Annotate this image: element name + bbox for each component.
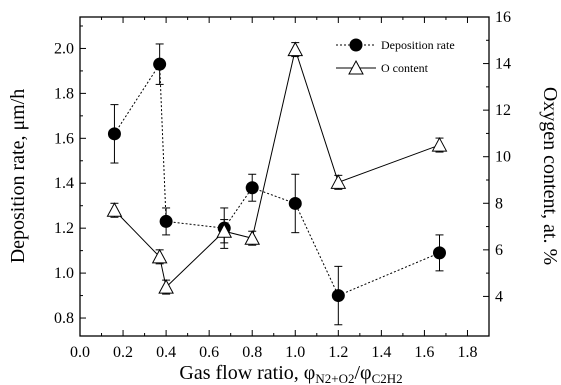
- data-point-deposition-rate: [245, 181, 259, 195]
- x-axis-title-mid: /φ: [354, 362, 371, 384]
- data-point-o-content: [287, 41, 304, 57]
- y-left-axis-title: Deposition rate, μm/h: [7, 89, 29, 264]
- data-point-deposition-rate: [153, 57, 167, 71]
- plot-frame: [79, 16, 490, 337]
- x-tick-label: 0.8: [242, 344, 262, 361]
- x-tick-label: 1.8: [457, 344, 477, 361]
- data-point-deposition-rate: [432, 246, 446, 260]
- x-axis-title-sub2: C2H2: [372, 371, 403, 385]
- legend-marker-o-content: [348, 59, 364, 75]
- y-left-tick-label: 1.6: [54, 130, 74, 147]
- y-right-tick-label: 8: [495, 195, 503, 212]
- x-tick-label: 1.4: [371, 344, 391, 361]
- y-left-tick-label: 0.8: [54, 310, 74, 327]
- y-right-tick-label: 16: [495, 9, 511, 26]
- x-tick-label: 0.0: [70, 344, 90, 361]
- y-left-tick-label: 1.2: [54, 220, 74, 237]
- legend: Deposition rate O content: [336, 38, 455, 75]
- y-right-axis-title: Oxygen content, at. %: [539, 87, 561, 265]
- x-tick-label: 0.2: [113, 344, 133, 361]
- y-right-tick-label: 10: [495, 149, 511, 166]
- y-right-tick-label: 4: [495, 288, 503, 305]
- data-point-deposition-rate: [288, 196, 302, 210]
- y-right-tick-label: 12: [495, 102, 511, 119]
- x-tick-label: 0.4: [156, 344, 176, 361]
- x-axis-title-sub1: N2+O2: [315, 371, 354, 385]
- series-line-o-content: [114, 47, 440, 289]
- ticks-layer: 0.0 0.2 0.4 0.6 0.8 1.0 1.2 1.4 1.6 1.8 0.8 1.0 1.2 1…: [54, 9, 511, 361]
- x-tick-label: 1.2: [328, 344, 348, 361]
- y-left-tick-label: 1.8: [54, 85, 74, 102]
- x-axis-title-main: Gas flow ratio, φ: [179, 362, 315, 384]
- series-line-deposition-rate: [114, 62, 440, 297]
- legend-marker-deposition-rate: [349, 38, 363, 52]
- data-point-deposition-rate: [107, 127, 121, 141]
- x-axis-title: Gas flow ratio, φN2+O2/φC2H2: [179, 362, 402, 385]
- legend-label-o-content: O content: [381, 61, 429, 75]
- data-point-deposition-rate: [331, 289, 345, 303]
- data-point-deposition-rate: [159, 214, 173, 228]
- data-point-o-content: [106, 202, 123, 217]
- data-point-o-content: [244, 230, 261, 245]
- data-point-o-content: [330, 174, 347, 189]
- data-point-o-content: [216, 223, 233, 238]
- errorbars-layer: [110, 42, 444, 326]
- x-tick-label: 1.0: [285, 344, 305, 361]
- legend-label-deposition-rate: Deposition rate: [381, 38, 455, 52]
- y-left-tick-label: 1.4: [54, 175, 74, 192]
- y-left-tick-label: 1.0: [54, 265, 74, 282]
- y-right-tick-label: 14: [495, 56, 511, 73]
- data-point-o-content: [151, 248, 168, 264]
- x-tick-label: 1.6: [414, 344, 434, 361]
- x-tick-label: 0.6: [199, 344, 219, 361]
- data-point-o-content: [158, 279, 174, 294]
- y-right-tick-label: 6: [495, 242, 503, 259]
- data-point-o-content: [431, 137, 448, 152]
- markers-layer: [106, 41, 448, 303]
- y-left-tick-label: 2.0: [54, 40, 74, 57]
